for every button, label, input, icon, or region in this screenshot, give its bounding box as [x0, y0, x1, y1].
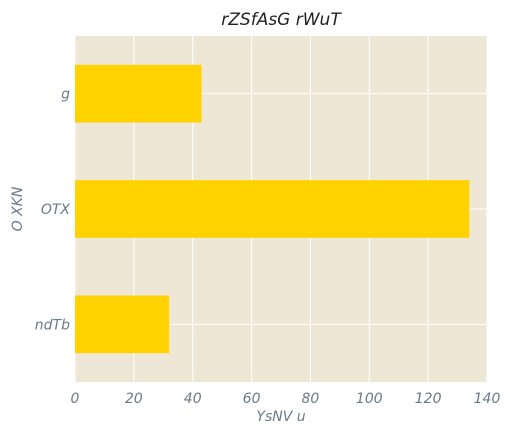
- bars: [75, 64, 470, 354]
- y-axis-label: O XKN: [10, 186, 26, 231]
- x-tick-label: 0: [71, 391, 80, 407]
- bar-g: [75, 64, 202, 123]
- chart-title: rZSfAsG rWuT: [221, 10, 342, 30]
- x-tick-label: 80: [302, 391, 320, 407]
- x-tick-label: 140: [474, 391, 501, 407]
- y-tick-label: g: [61, 87, 70, 103]
- y-tick-label: ndTb: [35, 317, 70, 333]
- bar-ndTb: [75, 295, 170, 354]
- x-tick-label: 40: [184, 391, 202, 407]
- x-tick-label: 100: [356, 391, 383, 407]
- y-ticks: g OTX ndTb: [35, 87, 71, 334]
- x-ticks: 0 20 40 60 80 100 120 140: [71, 391, 501, 407]
- bar-OTX: [75, 180, 470, 238]
- x-tick-label: 120: [415, 391, 442, 407]
- x-tick-label: 20: [125, 391, 143, 407]
- y-tick-label: OTX: [41, 202, 71, 218]
- x-tick-label: 60: [243, 391, 261, 407]
- x-axis-label: YsNV u: [256, 409, 305, 425]
